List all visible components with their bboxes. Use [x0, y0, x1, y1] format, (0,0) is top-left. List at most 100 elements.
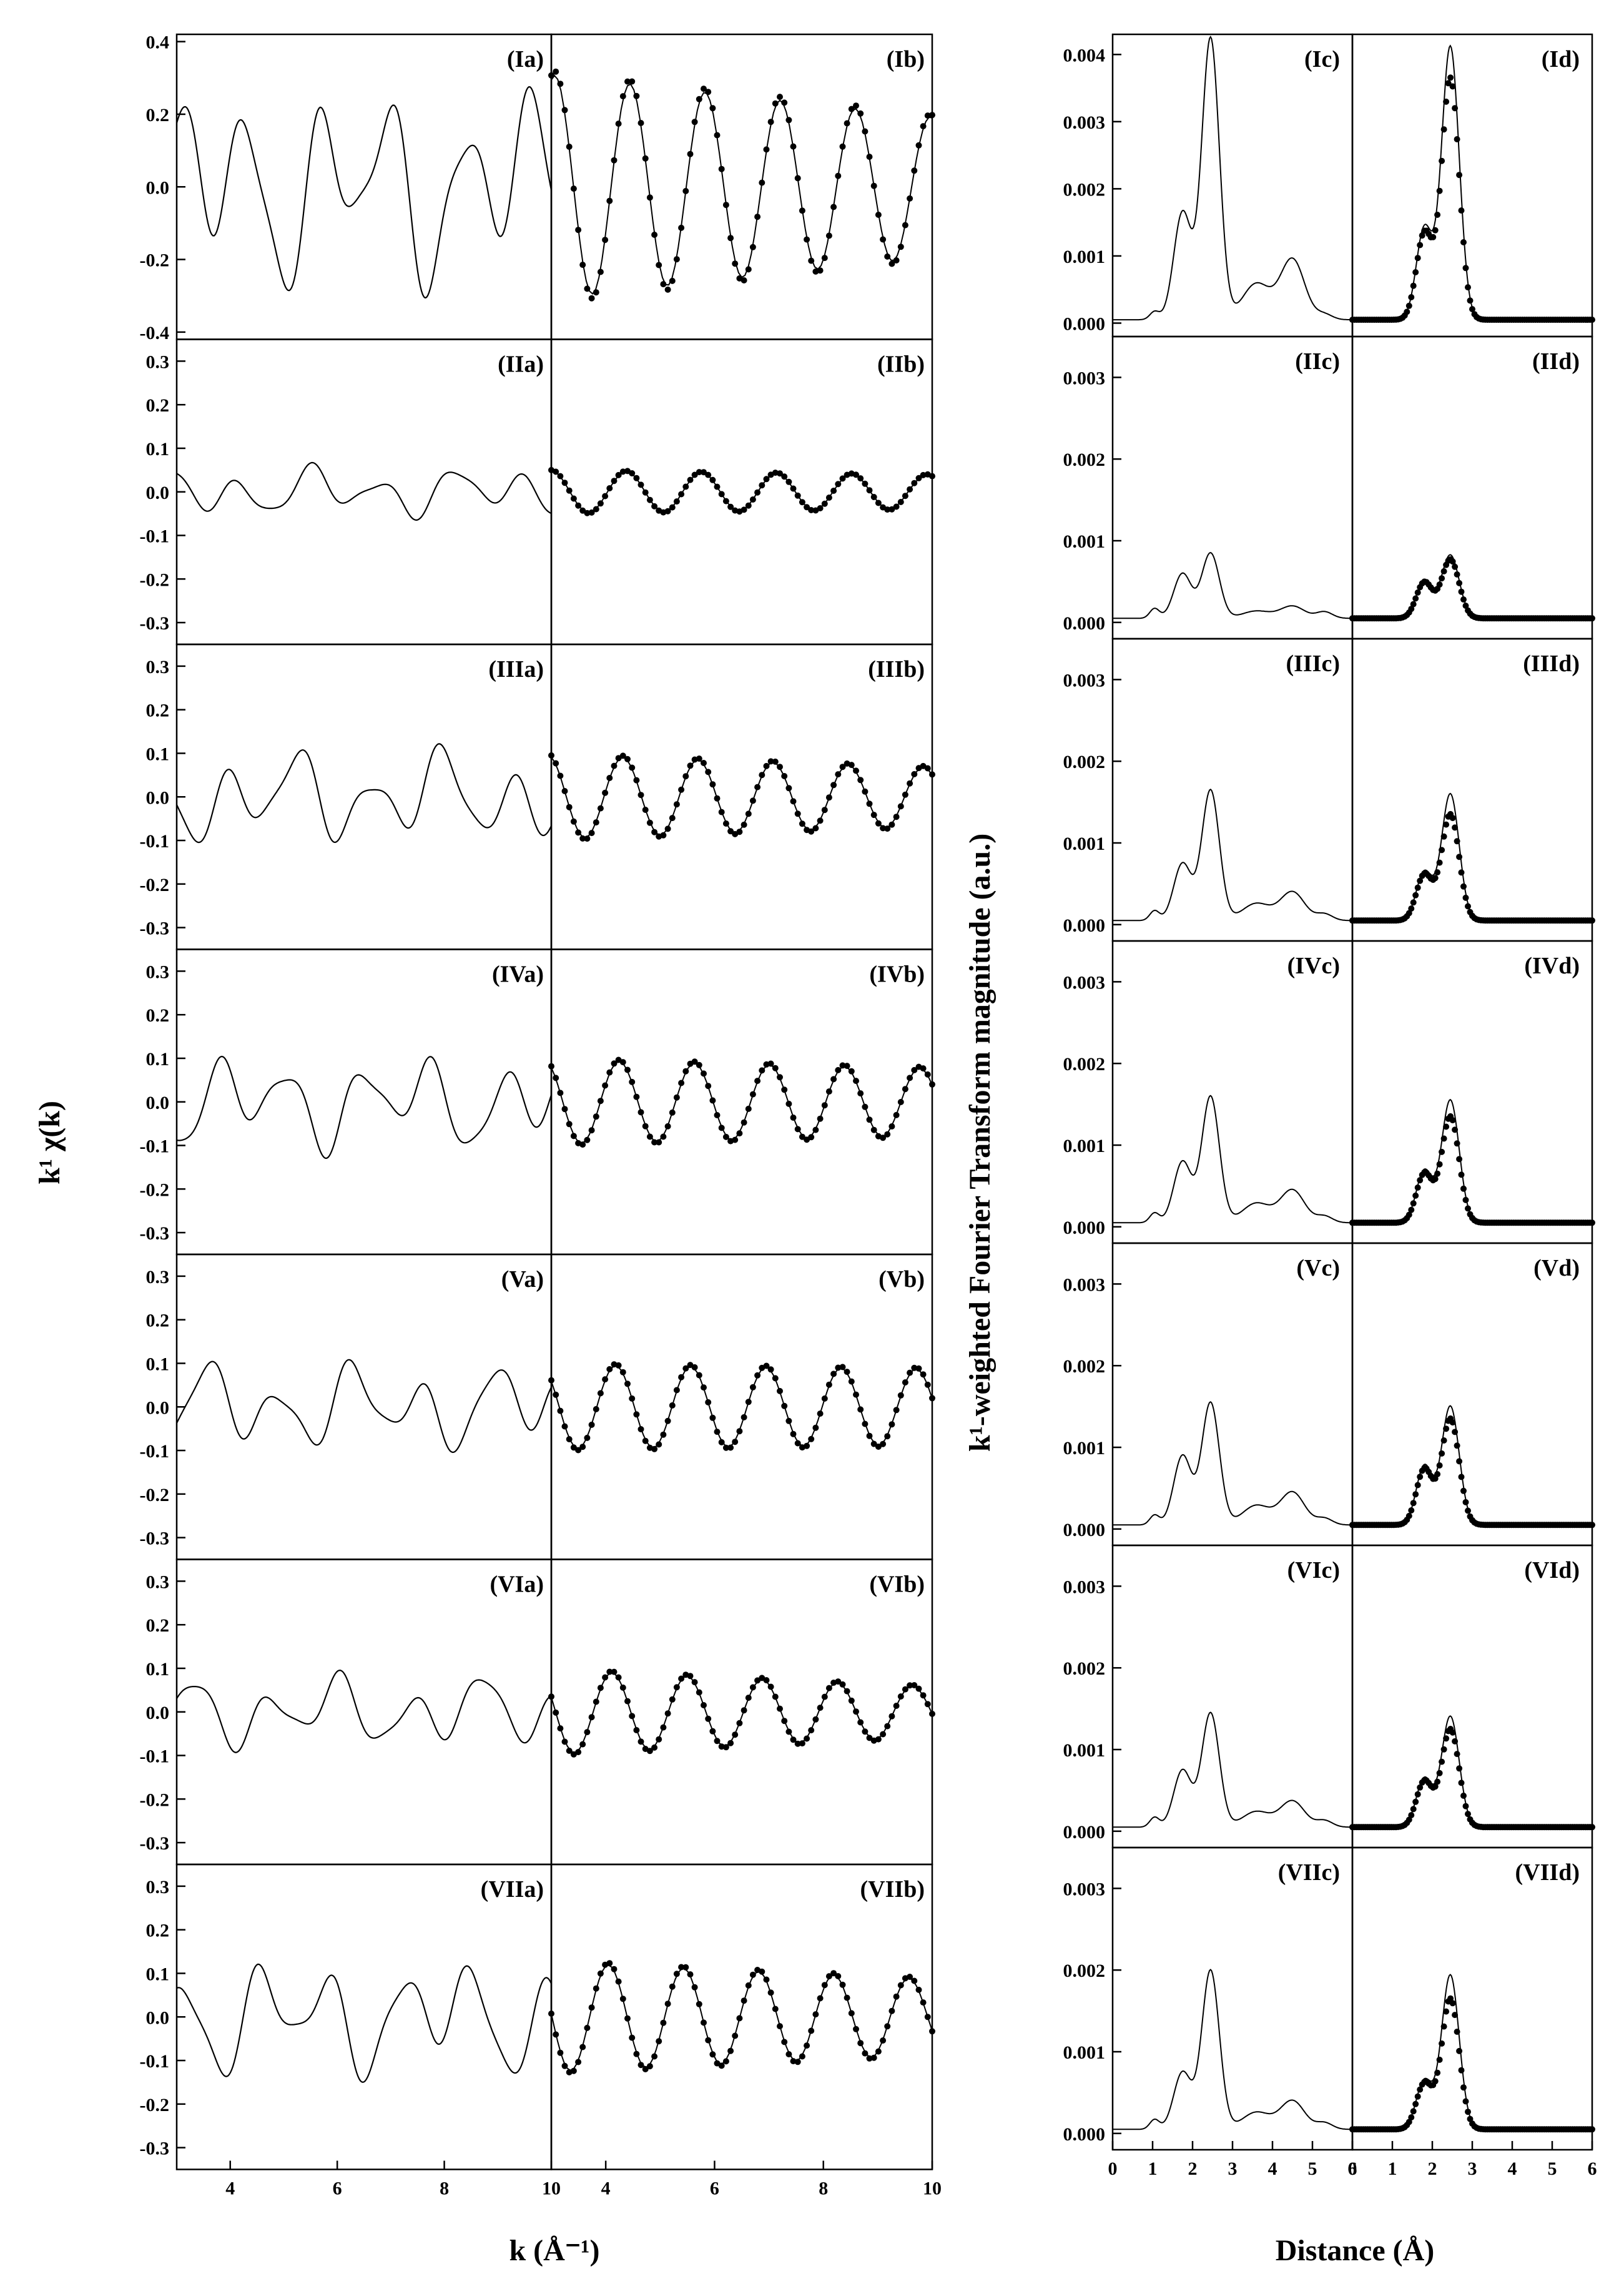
y-tick-label: 0.0	[146, 1703, 170, 1723]
ft-fit-point	[1460, 2084, 1467, 2091]
chi-k-fit-point	[557, 2049, 564, 2056]
chi-k-fit-point	[749, 1384, 756, 1391]
chi-k-fit-point	[701, 469, 707, 476]
ft-fit-point	[1405, 2119, 1412, 2125]
chi-k-fit-point	[808, 257, 815, 264]
chi-k-fit-point	[651, 503, 658, 509]
y-tick-label: -0.2	[140, 875, 170, 895]
ft-fit-point	[1465, 284, 1471, 291]
chi-k-fit-point	[880, 2037, 887, 2044]
chi-k-fit-point	[857, 777, 864, 784]
chi-k-fit-point	[875, 820, 882, 827]
chi-k-fit-point	[584, 835, 591, 842]
y-tick-label: 0.002	[1063, 1961, 1106, 1981]
chi-k-fit-point	[597, 1390, 604, 1397]
chi-k-fit-point	[633, 1093, 640, 1100]
chi-k-fit-point	[553, 2031, 559, 2038]
chi-k-fit-point	[817, 267, 824, 274]
chi-k-fit-point	[799, 1133, 805, 1140]
chi-k-fit-point	[911, 1682, 918, 1688]
ft-fit-point	[1465, 903, 1471, 910]
chi-k-fit-point	[745, 1982, 752, 1989]
panel-frame-b	[550, 948, 933, 1256]
chi-k-fit-point	[924, 1701, 931, 1708]
chi-k-fit-point	[593, 1698, 599, 1705]
y-tick-label: -0.1	[140, 526, 170, 547]
y-tick-label: 0.003	[1063, 1577, 1106, 1597]
chi-k-fit-point	[853, 102, 859, 109]
ft-fit-point	[1436, 859, 1443, 866]
axis-titles: k¹ χ(k) k (Å⁻¹) k¹-weighted Fourier Tran…	[33, 834, 1434, 2267]
chi-k-fit-point	[637, 120, 644, 126]
chi-k-fit-point	[772, 100, 779, 107]
chi-k-fit-point	[799, 2053, 805, 2060]
chi-k-fit-point	[548, 1693, 554, 1700]
ft-fit-point	[1449, 815, 1456, 822]
chi-k-fit-point	[911, 770, 918, 777]
chi-k-fit-point	[817, 1705, 824, 1711]
y-tick-label: -0.3	[140, 613, 170, 634]
y-tick-label: 0.000	[1063, 2124, 1106, 2145]
chi-k-fit-point	[929, 1710, 935, 1717]
ft-magnitude-line	[1113, 1095, 1352, 1224]
chi-k-fit-point	[566, 804, 573, 810]
chi-k-fit-point	[651, 829, 658, 835]
ft-fit-point	[1589, 2126, 1595, 2133]
chi-k-fit-point	[548, 752, 554, 759]
chi-k-fit-point	[866, 1735, 873, 1741]
chi-k-fit-point	[548, 72, 554, 79]
chi-k-fit-point	[579, 1444, 586, 1450]
chi-k-fit-point	[633, 475, 640, 481]
ft-fit-point	[1454, 571, 1460, 578]
r-space-row: 0.003 0.002 0.001 0.000 (IIIc) (IIId)	[1063, 637, 1595, 942]
chi-k-fit-point	[781, 2039, 788, 2045]
chi-k-fit-point	[553, 468, 559, 475]
chi-k-fit-point	[821, 807, 828, 814]
chi-k-fit-point	[825, 1088, 832, 1095]
chi-k-fit-point	[669, 277, 676, 284]
y-tick-label: 0.1	[146, 1049, 170, 1070]
ft-fit-point	[1456, 172, 1463, 179]
x-tick-label: 2	[1428, 2158, 1437, 2179]
y-tick-label: 0.000	[1063, 613, 1106, 634]
chi-k-fit-point	[705, 2037, 712, 2044]
chi-k-fit-point	[557, 1407, 564, 1414]
ft-fit-point	[1440, 126, 1447, 133]
panel-frame-b	[550, 643, 933, 950]
chi-k-fit-point	[687, 762, 694, 769]
ft-fit-point	[1439, 847, 1445, 854]
chi-k-fit-point	[777, 470, 783, 477]
chi-k-fit-point	[808, 2027, 815, 2034]
chi-k-fit-point	[893, 1111, 900, 1118]
chi-k-fit-point	[570, 818, 577, 825]
ft-fit-point	[1454, 1751, 1460, 1758]
ft-fit-point	[1454, 838, 1460, 845]
panel-label-b: (IIIb)	[868, 656, 925, 682]
chi-k-fit-point	[548, 1377, 554, 1384]
panel-label-a: (Ia)	[507, 46, 544, 72]
chi-k-fit-point	[857, 2040, 864, 2047]
x-tick-label: 4	[1268, 2158, 1277, 2179]
panel-label-a: (Va)	[501, 1266, 544, 1292]
chi-k-fit-point	[629, 78, 636, 85]
chi-k-fit-point	[875, 500, 882, 506]
chi-k-fit-point	[611, 478, 618, 485]
chi-k-fit-point	[727, 1740, 734, 1746]
chi-k-fit-point	[844, 120, 850, 127]
ft-fit-point	[1439, 1758, 1445, 1765]
panel-frame-d	[1351, 637, 1593, 942]
ft-fit-point	[1458, 1171, 1465, 1178]
chi-k-fit-point	[736, 2015, 743, 2022]
ft-fit-point	[1460, 1185, 1467, 1192]
chi-k-fit-point	[615, 471, 622, 478]
chi-k-fit-point	[566, 1748, 573, 1754]
chi-k-fit-point	[741, 1119, 747, 1126]
chi-k-fit-point	[664, 286, 671, 293]
chi-k-fit-point	[848, 1068, 855, 1075]
right-y-axis-title: k¹-weighted Fourier Transform magnitude …	[963, 834, 997, 1452]
chi-k-fit-point	[794, 492, 801, 499]
chi-k-fit-point	[673, 1684, 680, 1691]
chi-k-fit-point	[767, 758, 774, 765]
chi-k-fit-point	[929, 1081, 935, 1088]
ft-fit-point	[1458, 869, 1465, 876]
